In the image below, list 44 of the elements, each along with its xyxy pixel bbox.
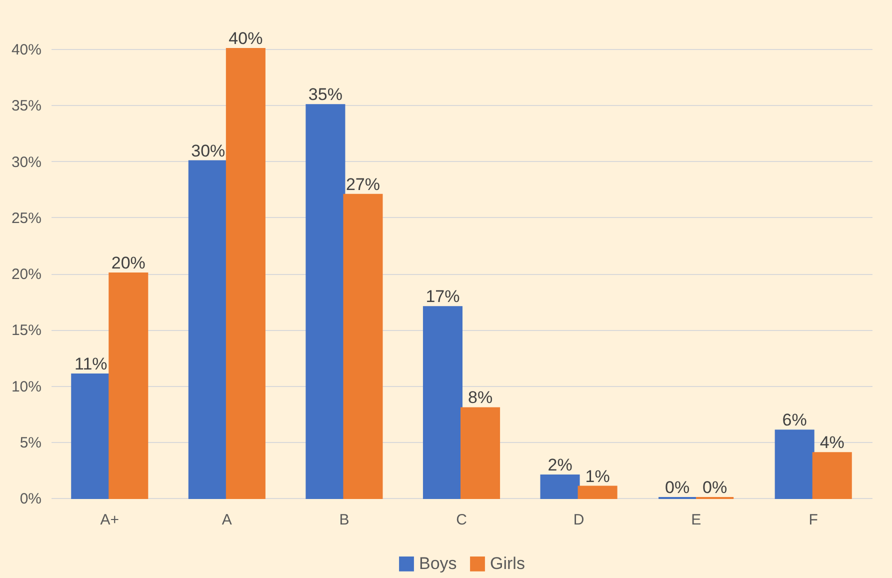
data-label: 11% [74,354,108,374]
data-label: 17% [426,287,460,306]
y-tick-label: 30% [11,154,42,171]
data-label: 30% [191,141,226,160]
data-label: 0% [665,478,690,497]
bar [540,474,580,499]
bar [774,430,814,499]
bar [422,306,462,499]
legend-label: Girls [490,554,525,573]
y-tick-label: 0% [20,490,42,508]
x-tick-label: D [573,512,584,528]
bar [343,194,383,499]
data-label: 20% [111,254,146,272]
bar [226,48,266,499]
y-tick-label: 20% [11,266,42,283]
x-tick-label: C [456,512,468,528]
data-label: 8% [468,388,493,408]
data-label: 6% [782,410,807,430]
bar [306,104,346,499]
bar [108,272,148,499]
bar [460,407,500,499]
bar [188,160,228,499]
y-tick-label: 15% [11,322,42,340]
y-tick-label: 25% [11,210,42,227]
data-label: 0% [702,478,728,497]
data-label: 1% [585,466,610,486]
data-label: 35% [308,85,342,104]
legend-label: Boys [419,554,457,573]
y-tick-label: 40% [11,42,42,58]
x-tick-label: E [691,512,702,528]
data-label: 2% [548,456,572,475]
bar [71,374,111,499]
x-tick-label: B [339,512,350,528]
bar [578,486,618,499]
bar [812,452,852,499]
y-tick-label: 5% [20,434,42,452]
y-tick-label: 35% [11,98,42,115]
y-tick-label: 10% [11,378,42,396]
x-tick-label: A [222,512,232,528]
data-label: 4% [820,433,844,452]
data-label: 40% [228,29,263,48]
x-tick-label: A+ [100,512,120,528]
data-label: 27% [346,174,380,194]
x-tick-label: F [808,512,818,528]
